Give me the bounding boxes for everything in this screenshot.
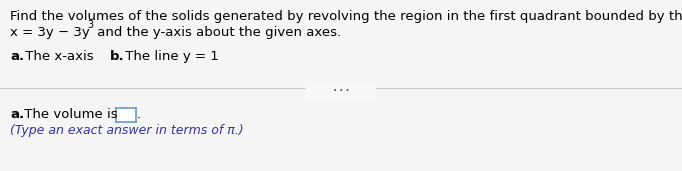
Text: (Type an exact answer in terms of π.): (Type an exact answer in terms of π.)	[10, 124, 243, 137]
Text: The line y = 1: The line y = 1	[121, 50, 219, 63]
Text: • • •: • • •	[333, 88, 349, 94]
Text: a.: a.	[10, 108, 24, 121]
Text: Find the volumes of the solids generated by revolving the region in the first qu: Find the volumes of the solids generated…	[10, 10, 682, 23]
Text: The x-axis: The x-axis	[21, 50, 93, 63]
Text: 3: 3	[87, 20, 93, 30]
Text: x = 3y − 3y: x = 3y − 3y	[10, 26, 90, 39]
Text: a.: a.	[10, 50, 24, 63]
Text: and the y-axis about the given axes.: and the y-axis about the given axes.	[93, 26, 341, 39]
Text: .: .	[137, 108, 141, 121]
Text: The volume is: The volume is	[20, 108, 122, 121]
FancyBboxPatch shape	[297, 80, 385, 102]
Text: b.: b.	[110, 50, 125, 63]
